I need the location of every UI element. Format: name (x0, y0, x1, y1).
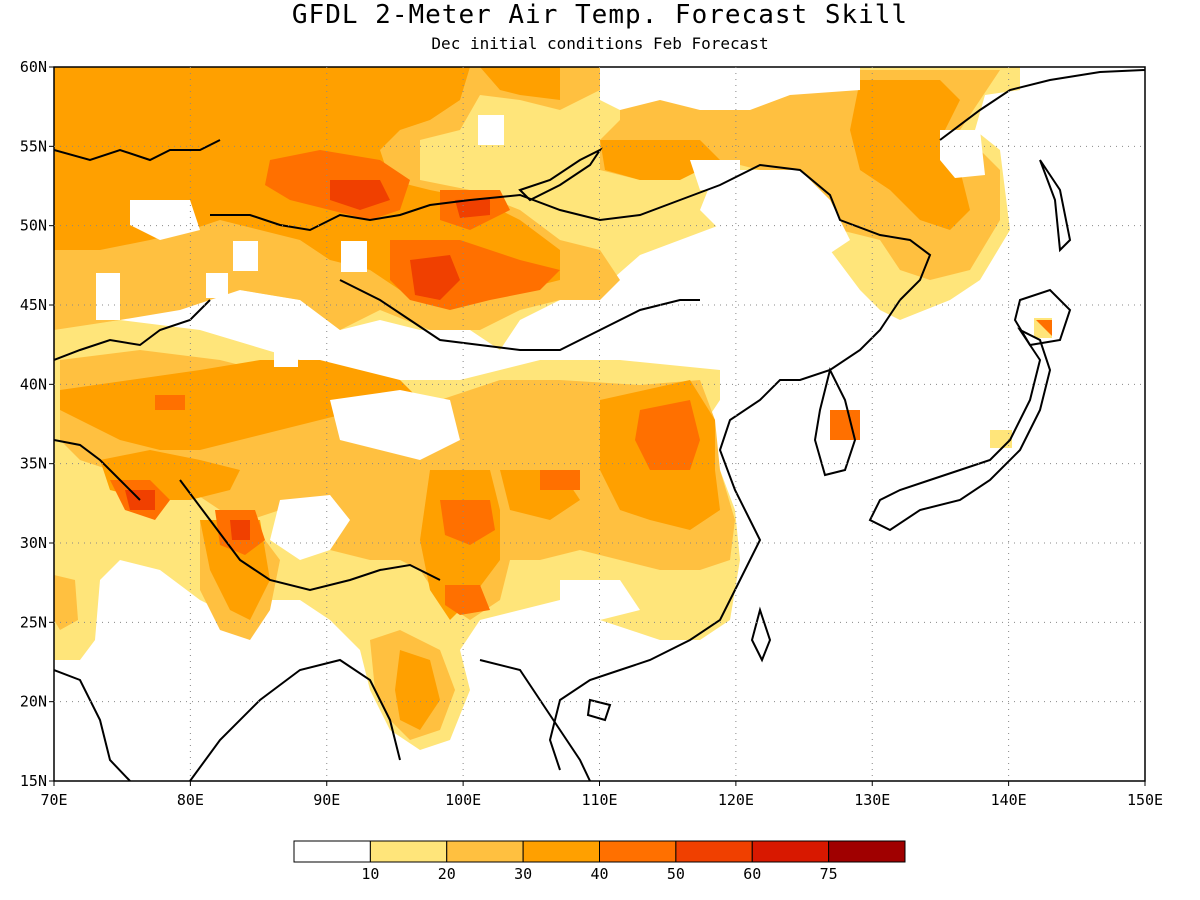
china-coast (548, 299, 901, 771)
taiwan-coast (750, 606, 772, 663)
lat-tick-label: 30N (20, 534, 47, 552)
legend-label: 30 (514, 865, 532, 883)
legend-swatch (293, 840, 371, 863)
lon-tick-label: 150E (1127, 791, 1163, 809)
korea-coast (813, 367, 857, 477)
lon-tick-label: 110E (581, 791, 617, 809)
gridlines (54, 67, 1145, 781)
lon-tick-label: 100E (445, 791, 481, 809)
legend-label: 40 (590, 865, 608, 883)
legend: 10 20 30 40 50 60 75 (293, 840, 906, 883)
india-coast (54, 669, 131, 781)
sakhalin-coast (1039, 159, 1072, 253)
lat-tick-label: 35N (20, 455, 47, 473)
lon-tick-label: 130E (854, 791, 890, 809)
lon-tick-label: 80E (177, 791, 204, 809)
lat-tick-label: 50N (20, 217, 47, 235)
legend-swatch (828, 840, 906, 863)
hainan-coast (586, 698, 612, 722)
pakistan-border (54, 439, 141, 501)
lat-tick-label: 25N (20, 613, 47, 631)
lat-tick-label: 55N (20, 137, 47, 155)
skill-field (54, 67, 1052, 750)
legend-swatch (599, 840, 677, 863)
legend-swatch (446, 840, 524, 863)
latitude-ticks: 15N 20N 25N 30N 35N 40N 45N 50N 55N 60N (20, 58, 54, 790)
map-subtitle: Dec initial conditions Feb Forecast (431, 34, 769, 53)
map-title: GFDL 2-Meter Air Temp. Forecast Skill (291, 0, 909, 30)
caspian-coast (54, 139, 221, 162)
lat-tick-label: 15N (20, 772, 47, 790)
china-border-north (210, 163, 932, 301)
legend-swatch (369, 840, 448, 863)
skill-band-50-60 (125, 180, 490, 540)
legend-label: 50 (667, 865, 685, 883)
legend-swatch (751, 840, 830, 863)
legend-label: 20 (438, 865, 456, 883)
legend-label: 60 (743, 865, 761, 883)
hokkaido-coast (1013, 288, 1072, 347)
himalaya-border (179, 479, 441, 592)
lat-tick-label: 45N (20, 296, 47, 314)
mongolia-border (339, 279, 700, 351)
baikal-coast (518, 147, 603, 202)
legend-label: 10 (361, 865, 379, 883)
skill-holes (96, 67, 985, 620)
legend-swatch (675, 840, 753, 863)
longitude-ticks: 70E 80E 90E 100E 110E 120E 130E 140E 150E (40, 781, 1163, 809)
legend-label: 75 (820, 865, 838, 883)
lat-tick-label: 20N (20, 693, 47, 711)
japan-coast (868, 327, 1052, 532)
legend-swatch (522, 840, 600, 863)
lon-tick-label: 120E (718, 791, 754, 809)
lon-tick-label: 140E (991, 791, 1027, 809)
lat-tick-label: 60N (20, 58, 47, 76)
coastlines (54, 69, 1145, 781)
okhotsk-coast (939, 69, 1145, 141)
bay-of-bengal-coast (189, 658, 401, 781)
lat-tick-label: 40N (20, 375, 47, 393)
indochina-coast (479, 659, 591, 781)
lon-tick-label: 90E (313, 791, 340, 809)
lon-tick-label: 70E (40, 791, 67, 809)
